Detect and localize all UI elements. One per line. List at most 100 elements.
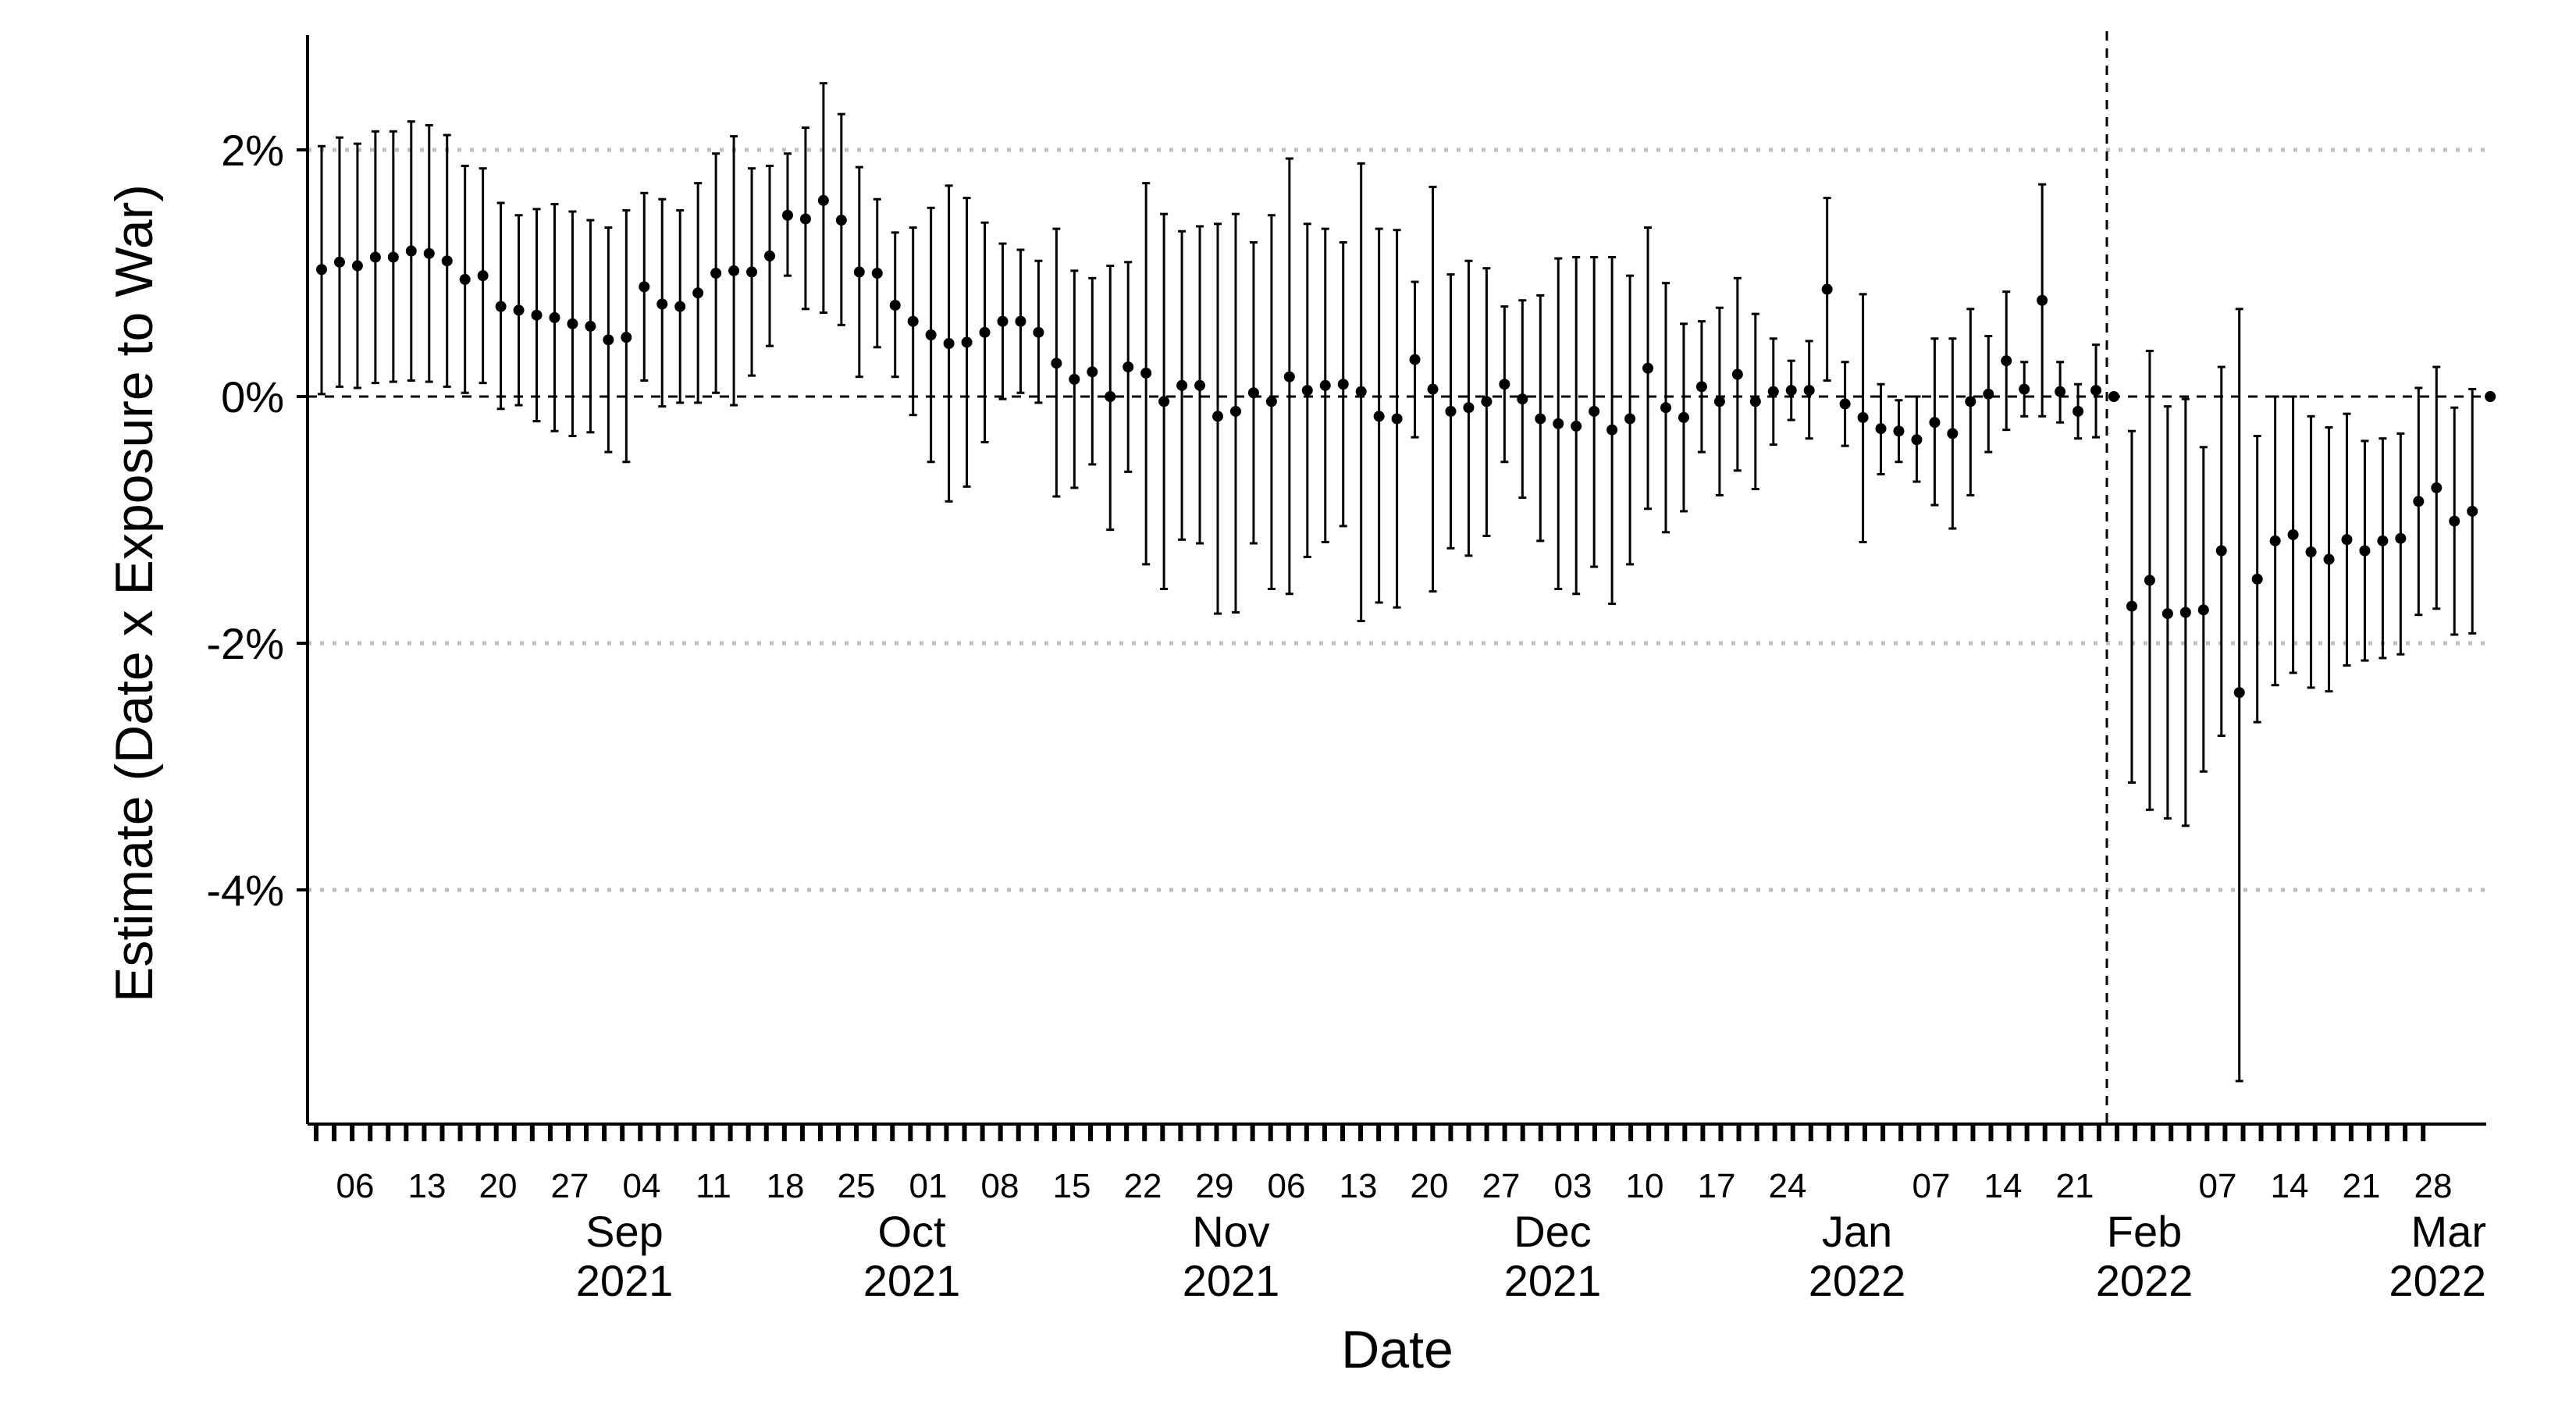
data-point (1247, 387, 1259, 399)
x-day-label: 03 (1554, 1167, 1592, 1205)
data-point (2197, 604, 2209, 616)
data-point (477, 270, 489, 282)
x-day-label: 28 (2414, 1167, 2453, 1205)
x-day-label: 22 (1124, 1167, 1162, 1205)
data-point (585, 320, 596, 332)
y-ticks: 2% 0% -2% -4% (206, 126, 308, 915)
data-point (2305, 546, 2317, 558)
data-point (316, 264, 327, 276)
x-day-label: 27 (1482, 1167, 1521, 1205)
data-point (621, 332, 632, 343)
data-point (925, 329, 937, 340)
x-day-label: 13 (408, 1167, 447, 1205)
data-point (603, 334, 614, 346)
data-point (1051, 358, 1062, 369)
data-point (2485, 391, 2496, 402)
data-point (1785, 385, 1797, 397)
data-point (1606, 424, 1618, 436)
data-point (2467, 505, 2478, 517)
data-point (692, 287, 704, 299)
data-point (943, 338, 955, 350)
x-day-label: 29 (1196, 1167, 1234, 1205)
x-day-label: 21 (2056, 1167, 2094, 1205)
data-point (2377, 535, 2389, 546)
data-point (1158, 396, 1170, 407)
points (316, 194, 2496, 699)
data-point (1803, 385, 1815, 397)
data-point (423, 247, 435, 259)
data-point (1229, 405, 1241, 417)
data-point (979, 326, 991, 338)
data-point (1929, 417, 1941, 429)
x-day-label: 06 (336, 1167, 375, 1205)
x-year-label: 2022 (2096, 1256, 2194, 1305)
x-day-label: 10 (1626, 1167, 1664, 1205)
data-point (1875, 423, 1887, 435)
data-point (1140, 367, 1152, 379)
data-point (639, 281, 650, 293)
data-point (817, 194, 829, 206)
x-year-label: 2021 (1504, 1256, 1602, 1305)
x-day-label: 14 (1984, 1167, 2023, 1205)
x-day-label: 07 (2199, 1167, 2237, 1205)
data-point (351, 260, 363, 272)
data-point (799, 213, 811, 225)
data-point (2359, 545, 2371, 557)
x-month-label: Oct (877, 1207, 946, 1256)
x-day-label: 20 (1411, 1167, 1449, 1205)
data-point (2395, 532, 2407, 544)
x-day-label: 11 (696, 1167, 731, 1205)
data-point (1713, 396, 1725, 407)
x-day-label: 08 (981, 1167, 1019, 1205)
data-point (1839, 398, 1851, 410)
data-point (2215, 545, 2227, 557)
data-point (1427, 383, 1439, 395)
data-point (2019, 383, 2030, 395)
data-point (2449, 515, 2460, 527)
data-point (1821, 283, 1833, 295)
x-year-label: 2022 (1809, 1256, 1906, 1305)
x-day-label: 13 (1340, 1167, 1378, 1205)
x-day-label: 06 (1268, 1167, 1306, 1205)
data-point (2431, 482, 2443, 493)
data-point (781, 209, 793, 221)
data-point (2413, 496, 2425, 507)
data-point (2037, 294, 2048, 306)
data-point (1015, 315, 1026, 327)
data-point (746, 266, 758, 278)
x-day-label: 17 (1698, 1167, 1736, 1205)
x-month-label: Jan (1822, 1207, 1892, 1256)
data-point (1624, 413, 1636, 425)
x-year-label: 2021 (1183, 1256, 1280, 1305)
data-point (441, 255, 453, 267)
x-day-label: 24 (1769, 1167, 1807, 1205)
data-point (2251, 573, 2263, 585)
x-month-label: Dec (1514, 1207, 1592, 1256)
data-point (835, 215, 847, 226)
data-point (549, 311, 560, 323)
data-point (1857, 411, 1869, 423)
data-point (1123, 361, 1134, 373)
data-point (1589, 405, 1600, 417)
data-point (674, 301, 686, 312)
x-day-label: 25 (838, 1167, 876, 1205)
data-point (2073, 405, 2084, 417)
data-point (889, 300, 901, 311)
data-point (405, 245, 417, 257)
data-point (513, 304, 525, 316)
data-point (2179, 607, 2191, 618)
data-point (1194, 379, 1206, 391)
x-day-label: 04 (623, 1167, 661, 1205)
x-day-label: 27 (551, 1167, 589, 1205)
data-point (2108, 391, 2119, 402)
data-point (1893, 425, 1905, 437)
data-point (1445, 405, 1457, 417)
x-year-label: 2021 (576, 1256, 674, 1305)
data-point (1355, 386, 1367, 397)
x-day-label: 07 (1912, 1167, 1951, 1205)
data-point (853, 266, 865, 278)
x-axis-title: Date (1341, 1320, 1453, 1379)
data-point (1176, 379, 1188, 391)
data-point (495, 301, 507, 312)
data-point (1911, 434, 1923, 446)
